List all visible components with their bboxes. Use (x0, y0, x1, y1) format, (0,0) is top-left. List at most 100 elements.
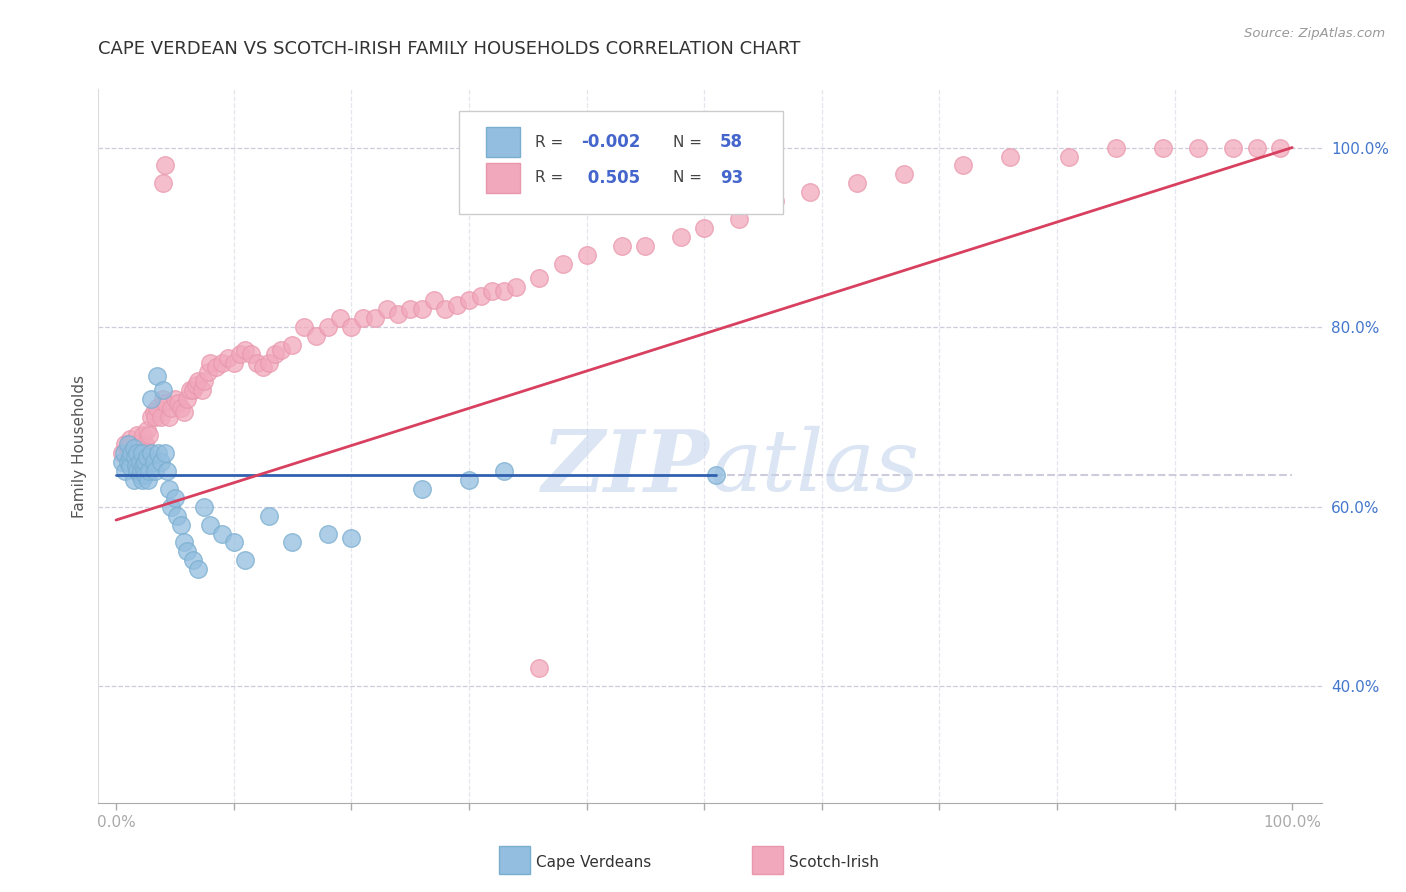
Point (763, 194, 786, 209)
Point (114, 464, 136, 478)
Point (124, 442, 146, 456)
Point (128, 468, 150, 483)
Point (170, 517, 193, 532)
Point (1057, 149, 1080, 163)
Point (132, 459, 155, 474)
Text: R =: R = (536, 135, 568, 150)
Point (176, 544, 198, 558)
Point (222, 356, 245, 370)
Point (411, 302, 433, 317)
Point (138, 464, 160, 478)
Point (173, 535, 195, 549)
Point (138, 427, 160, 442)
Point (117, 442, 139, 456)
Point (193, 374, 215, 388)
Text: R =: R = (536, 170, 568, 186)
Point (160, 500, 183, 514)
Text: -0.002: -0.002 (582, 133, 641, 151)
Text: Source: ZipAtlas.com: Source: ZipAtlas.com (1244, 27, 1385, 40)
Point (157, 409, 180, 424)
Point (246, 356, 269, 370)
Point (205, 360, 228, 375)
Point (128, 436, 150, 450)
Point (141, 409, 163, 424)
Point (163, 392, 186, 406)
Point (111, 455, 134, 469)
Text: 58: 58 (720, 133, 742, 151)
Text: CAPE VERDEAN VS SCOTCH-IRISH FAMILY HOUSEHOLDS CORRELATION CHART: CAPE VERDEAN VS SCOTCH-IRISH FAMILY HOUS… (98, 40, 801, 58)
Point (364, 311, 387, 326)
Point (252, 360, 274, 375)
Point (292, 320, 315, 334)
Point (375, 302, 398, 317)
Point (704, 468, 727, 483)
Point (217, 351, 239, 366)
Text: N =: N = (673, 170, 707, 186)
Point (120, 446, 142, 460)
FancyBboxPatch shape (486, 162, 520, 193)
Point (575, 248, 598, 262)
Point (211, 356, 233, 370)
Point (458, 293, 481, 307)
Point (529, 270, 551, 285)
FancyBboxPatch shape (486, 127, 520, 157)
Point (305, 329, 328, 343)
Point (167, 396, 190, 410)
Point (149, 455, 172, 469)
Point (146, 369, 169, 384)
Point (1187, 140, 1209, 154)
Point (117, 436, 139, 450)
Point (132, 427, 155, 442)
Point (120, 459, 142, 474)
Point (470, 288, 492, 302)
Point (149, 409, 172, 424)
Point (155, 396, 177, 410)
Point (170, 401, 193, 415)
Point (235, 553, 257, 567)
Point (131, 473, 153, 487)
Point (693, 221, 716, 235)
Point (166, 508, 188, 523)
Point (846, 177, 869, 191)
Point (135, 450, 157, 465)
Point (143, 409, 166, 424)
Point (157, 482, 180, 496)
Point (222, 535, 245, 549)
Point (998, 149, 1021, 163)
Point (129, 464, 152, 478)
Point (952, 159, 974, 173)
Point (458, 473, 481, 487)
Point (181, 553, 204, 567)
Point (728, 212, 751, 227)
Point (551, 257, 574, 271)
Point (114, 436, 136, 450)
Point (136, 473, 159, 487)
Point (187, 374, 209, 388)
Point (281, 535, 304, 549)
Point (281, 338, 304, 352)
Point (176, 392, 198, 406)
Point (120, 436, 142, 450)
Point (257, 508, 280, 523)
Point (156, 464, 179, 478)
Point (142, 455, 165, 469)
Point (340, 320, 363, 334)
Point (134, 468, 156, 483)
Point (270, 343, 292, 357)
Point (179, 383, 201, 397)
Point (143, 464, 166, 478)
Point (112, 446, 135, 460)
Point (235, 343, 257, 357)
Text: atlas: atlas (710, 426, 920, 508)
Point (142, 405, 165, 419)
Point (494, 464, 516, 478)
Text: ZIP: ZIP (543, 425, 710, 509)
Point (197, 365, 219, 379)
Point (316, 526, 339, 541)
Point (128, 455, 150, 469)
Point (1105, 140, 1128, 154)
Point (1222, 140, 1244, 154)
Point (152, 392, 174, 406)
Point (387, 307, 409, 321)
Point (111, 446, 134, 460)
